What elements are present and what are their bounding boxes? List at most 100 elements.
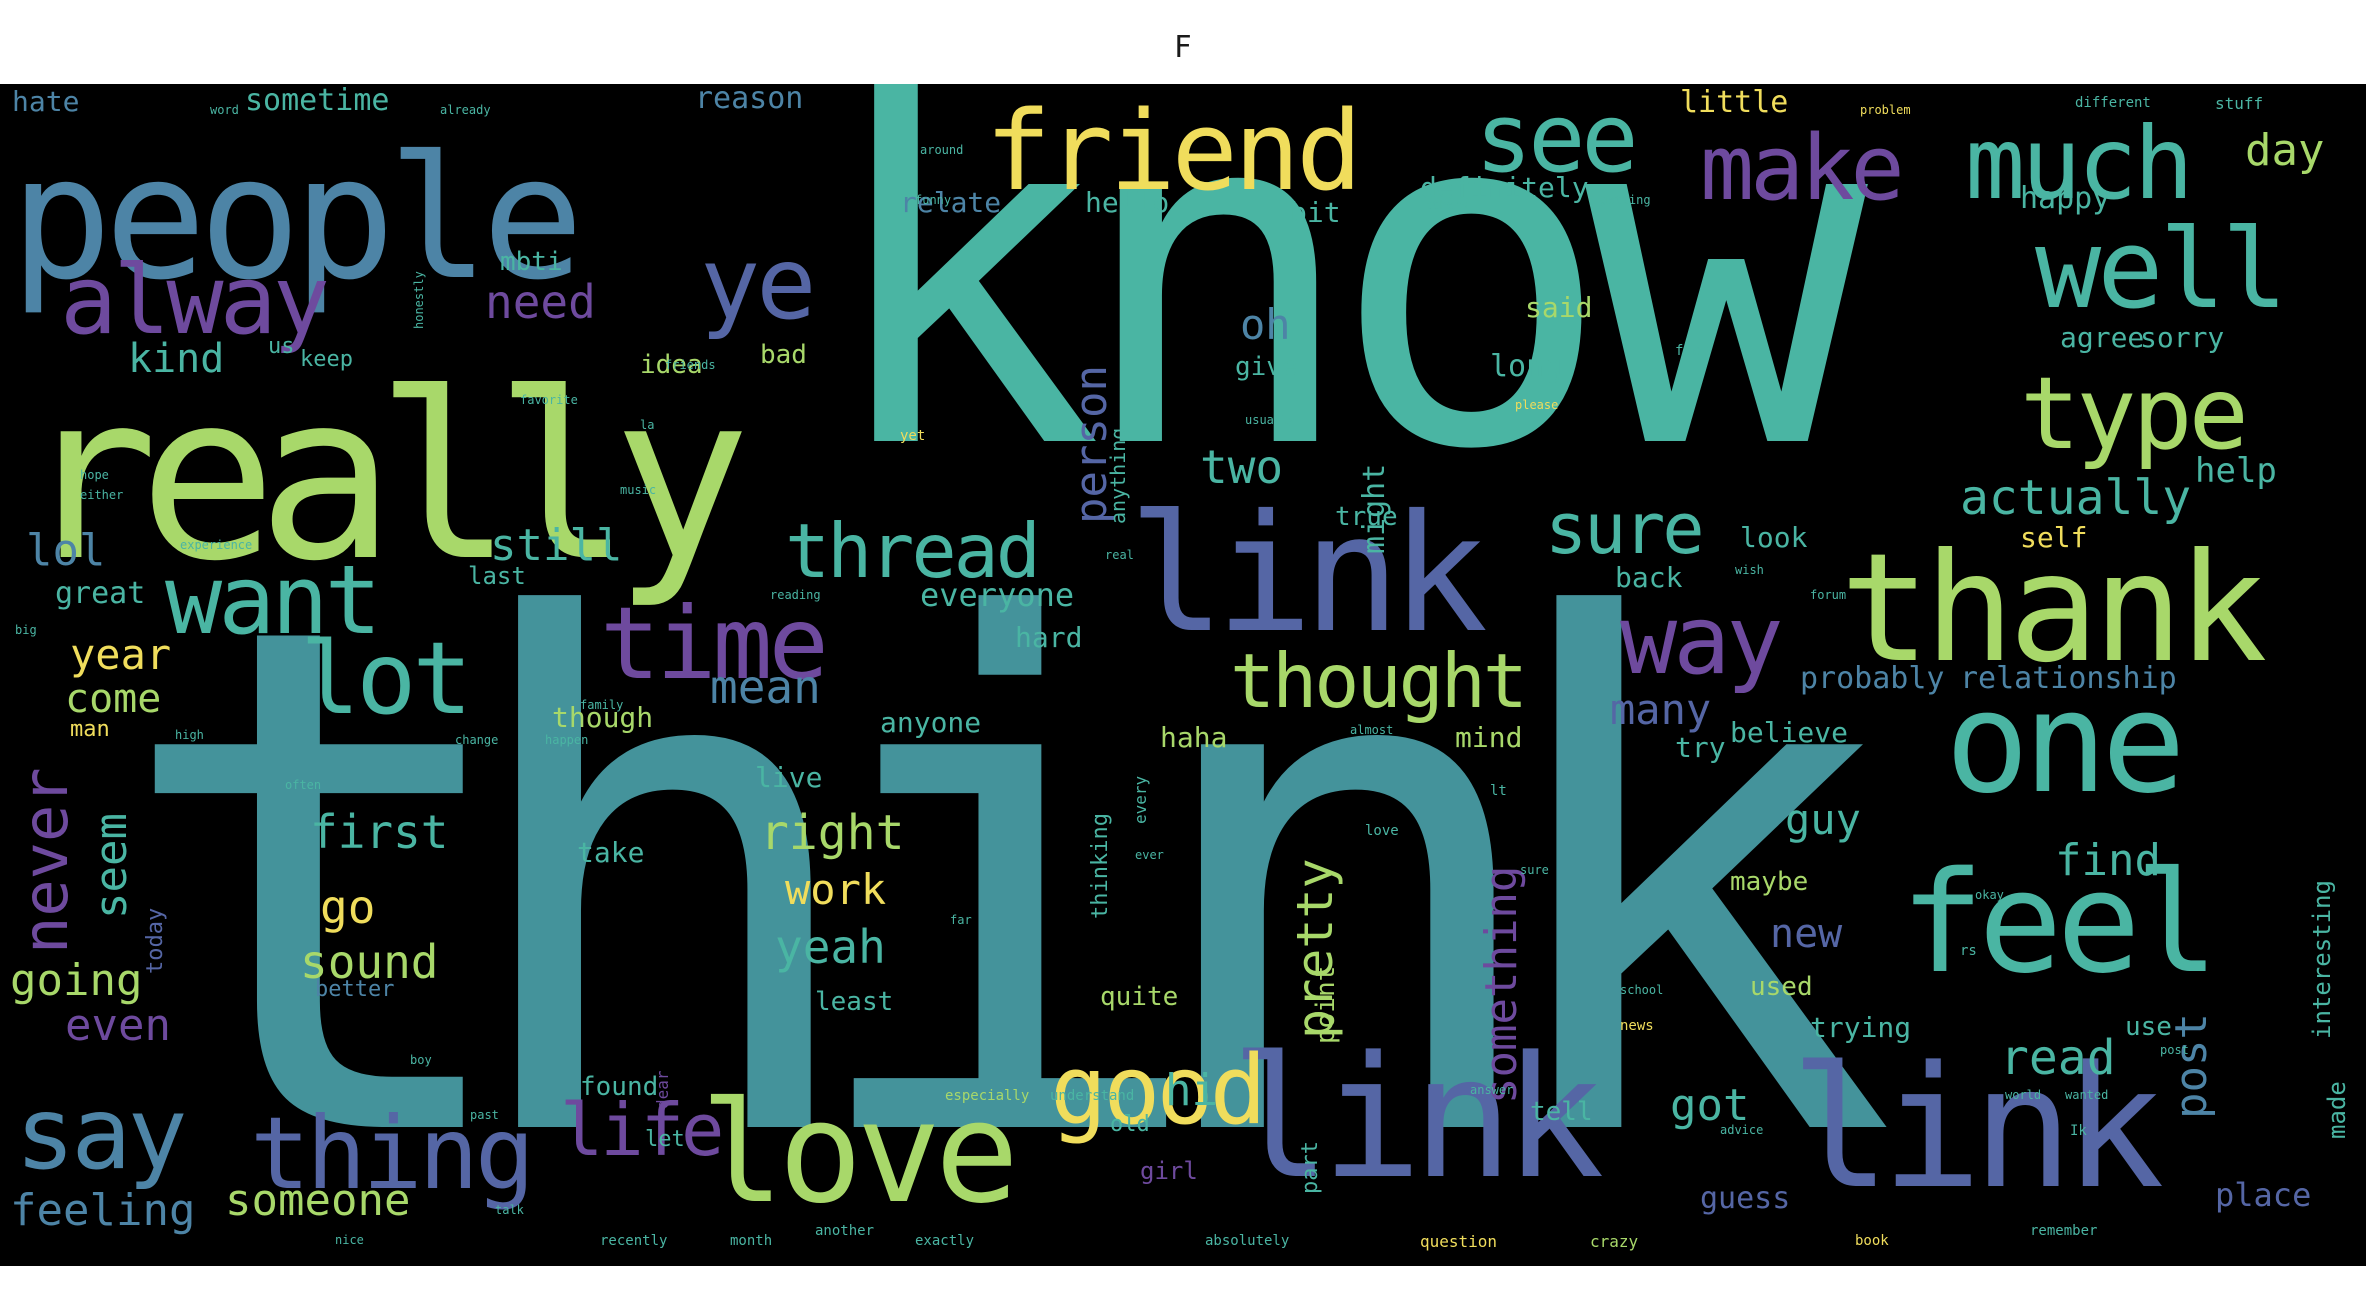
word: come — [65, 676, 162, 722]
word: bit — [1290, 196, 1341, 229]
word: last — [468, 562, 526, 590]
word: us — [268, 334, 295, 359]
word: sure — [1545, 488, 1705, 570]
word: boy — [410, 1053, 432, 1067]
word: please — [1515, 398, 1559, 412]
word: yeah — [775, 920, 886, 974]
word: least — [815, 987, 894, 1017]
word: relate — [900, 186, 1002, 219]
word: found — [580, 1072, 659, 1102]
word: definitely — [1420, 171, 1589, 204]
word: guy — [1785, 795, 1861, 844]
word-cloud: think know really people link link link … — [0, 84, 2366, 1266]
word: find — [2055, 835, 2161, 886]
word: quite — [1100, 982, 1179, 1012]
word: right — [760, 805, 905, 861]
word: great — [55, 576, 146, 611]
word: Ik — [2070, 1123, 2087, 1139]
word: really — [20, 345, 751, 612]
word: true — [1335, 502, 1398, 532]
word: today — [143, 907, 168, 974]
word: change — [455, 733, 499, 747]
word: link — [1230, 1020, 1605, 1216]
word: funny — [915, 193, 952, 207]
word: everyone — [920, 576, 1075, 614]
word: first — [310, 805, 449, 859]
word: talk — [495, 1203, 524, 1217]
word: lol — [26, 525, 106, 576]
word: something — [1476, 865, 1527, 1104]
word: la — [640, 418, 655, 432]
word: read — [2000, 1030, 2116, 1086]
word: use — [2125, 1012, 2172, 1042]
word: around — [920, 143, 964, 157]
word: kind — [128, 336, 225, 382]
word: stuff — [2215, 94, 2264, 113]
word: mean — [710, 660, 821, 714]
word: real — [1105, 548, 1134, 562]
word: made — [2323, 1081, 2351, 1139]
word: book — [1855, 1233, 1889, 1249]
word: live — [755, 761, 823, 794]
word: sure — [1520, 863, 1549, 877]
word: year — [70, 630, 172, 679]
word: question — [1420, 1232, 1498, 1251]
word: good — [1050, 1036, 1267, 1146]
word: seem — [86, 813, 137, 919]
word: sound — [300, 935, 439, 989]
word: nice — [335, 1233, 364, 1247]
word: wanted — [2065, 1088, 2109, 1102]
word: alway — [60, 246, 330, 356]
word: even — [65, 1000, 171, 1051]
word: mbti — [500, 247, 563, 277]
word: type — [2020, 355, 2249, 472]
word: back — [1615, 561, 1683, 594]
word: music — [620, 483, 657, 497]
word: love — [700, 1072, 1019, 1235]
word: need — [485, 275, 596, 329]
word: said — [1525, 291, 1593, 324]
word: every — [1131, 775, 1150, 824]
word: thank — [1840, 522, 2268, 696]
word: thinking — [1088, 813, 1113, 919]
word: favorite — [520, 393, 578, 407]
word: tell — [1530, 1097, 1593, 1127]
word: place — [2215, 1176, 2312, 1214]
word: say — [15, 1075, 188, 1192]
word: think — [110, 478, 1897, 1266]
word: though — [552, 701, 654, 734]
word: crazy — [1590, 1232, 1639, 1251]
word: people — [10, 120, 584, 318]
word: look — [1740, 521, 1808, 554]
figure-title: F — [1174, 30, 1192, 65]
word: trying — [1810, 1011, 1912, 1044]
word: going — [10, 955, 143, 1006]
word: way — [1620, 586, 1784, 696]
word: anyone — [880, 706, 982, 739]
word: happy — [2020, 181, 2111, 216]
word: probably — [1800, 661, 1945, 696]
word: ever — [1135, 848, 1164, 862]
word: link — [1128, 481, 1488, 669]
word: news — [1620, 1018, 1654, 1034]
word: better — [315, 977, 395, 1002]
word: interesting — [2308, 880, 2336, 1039]
word: either — [80, 488, 124, 502]
word: past — [470, 1108, 499, 1122]
word: understand — [1050, 1088, 1135, 1104]
word: part — [1298, 1141, 1323, 1194]
word: hello — [1085, 186, 1170, 219]
word: life — [560, 1088, 724, 1172]
word: usually — [1245, 413, 1296, 427]
word: much — [1965, 105, 2194, 222]
word: little — [1680, 85, 1789, 120]
word: old — [1110, 1112, 1150, 1137]
word: others — [1425, 198, 1469, 212]
word: mind — [1455, 721, 1523, 754]
word: friends — [665, 358, 716, 372]
word: lot — [300, 620, 473, 737]
word: two — [1200, 440, 1284, 494]
word: take — [577, 836, 645, 869]
word: ye — [700, 225, 816, 342]
word: know — [820, 84, 1868, 552]
